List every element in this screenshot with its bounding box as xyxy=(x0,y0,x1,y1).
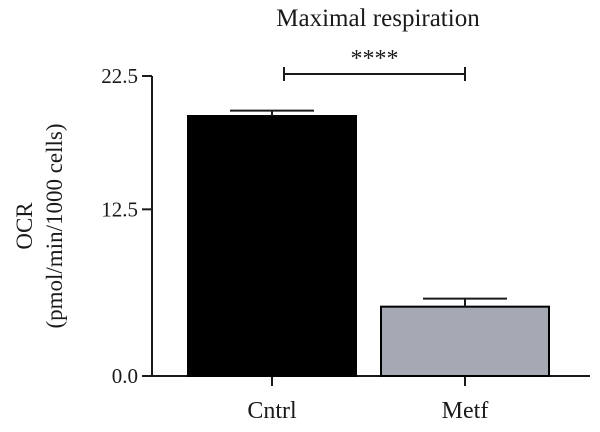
y-tick-label: 0.0 xyxy=(112,364,138,388)
significance-label: **** xyxy=(351,46,399,72)
y-axis: 0.0 12.5 22.5 xyxy=(101,64,153,388)
y-tick-label: 22.5 xyxy=(101,64,138,88)
y-axis-label-line2: (pmol/min/1000 cells) xyxy=(42,123,67,328)
bar-metf xyxy=(380,305,550,377)
x-tick-label-metf: Metf xyxy=(442,398,489,424)
significance-bracket: **** xyxy=(283,46,466,81)
bar-cntrl xyxy=(187,115,357,377)
x-axis: Cntrl Metf xyxy=(152,375,590,424)
y-tick-label: 12.5 xyxy=(101,197,138,221)
bars xyxy=(187,115,550,377)
x-tick-label-cntrl: Cntrl xyxy=(247,398,297,424)
error-bars xyxy=(230,109,507,307)
y-axis-label-line1: OCR xyxy=(12,202,37,250)
chart-title: Maximal respiration xyxy=(276,5,480,32)
